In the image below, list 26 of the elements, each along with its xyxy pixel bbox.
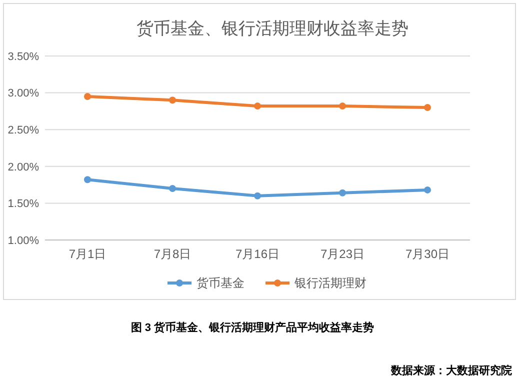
caption: 图 3 货币基金、银行活期理财产品平均收益率走势 (130, 321, 374, 334)
source-note: 数据来源：大数据研究院 (390, 364, 512, 377)
point (424, 186, 431, 194)
point (84, 176, 91, 184)
x-tick-label: 7月23日 (320, 247, 365, 261)
point (339, 102, 346, 110)
legend-label: 货币基金 (196, 276, 244, 290)
chart-title: 货币基金、银行活期理财收益率走势 (136, 19, 408, 38)
point (254, 102, 261, 110)
y-tick-label: 2.50% (8, 124, 40, 136)
y-tick-label: 3.00% (8, 88, 40, 100)
x-tick-label: 7月8日 (154, 247, 192, 261)
point (254, 192, 261, 200)
point (169, 184, 176, 192)
point (424, 104, 431, 112)
x-tick-label: 7月16日 (235, 247, 280, 261)
x-tick-label: 7月1日 (68, 247, 106, 261)
y-tick-label: 1.50% (8, 198, 40, 210)
x-tick-label: 7月30日 (405, 247, 450, 261)
y-tick-label: 3.50% (8, 50, 40, 63)
legend-label: 银行活期理财 (294, 276, 366, 290)
y-tick-label: 1.00% (8, 234, 40, 247)
point (169, 96, 176, 104)
y-tick-label: 2.00% (8, 161, 40, 174)
point (339, 189, 346, 196)
point (84, 92, 91, 100)
